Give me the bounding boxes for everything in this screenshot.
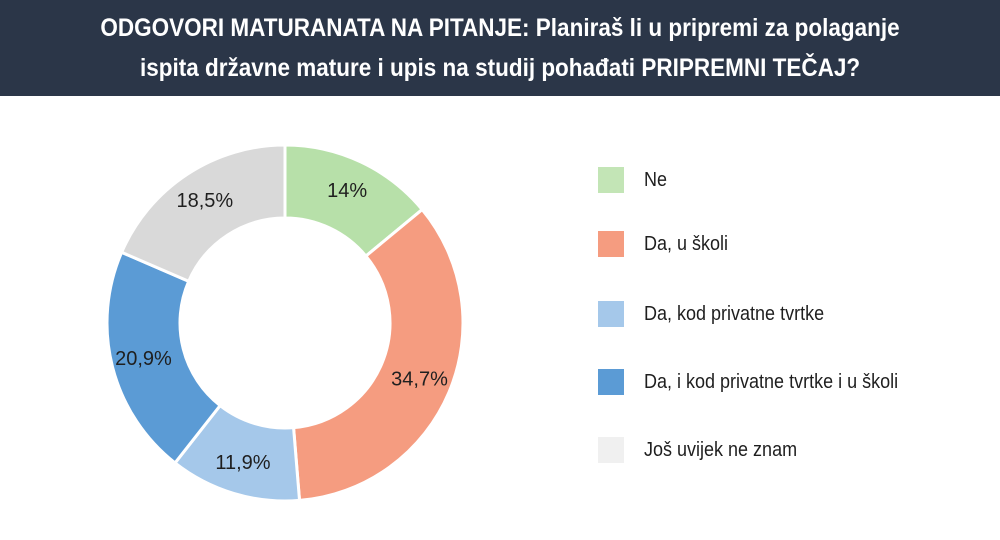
slice-label-ne: 14% xyxy=(327,180,367,202)
legend-swatch-da-kod-privatne-tvrtke xyxy=(598,301,624,327)
legend-swatch-jos-uvijek-ne-znam xyxy=(598,437,624,463)
header-bar: ODGOVORI MATURANATA NA PITANJE: Planiraš… xyxy=(0,0,1000,96)
slice-label-da-kod-privatne-tvrtke: 11,9% xyxy=(215,452,270,474)
title-line-2: ispita državne mature i upis na studij p… xyxy=(139,54,861,82)
legend-item-da-kod-privatne-tvrtke: Da, kod privatne tvrtke xyxy=(598,294,844,334)
legend-swatch-ne xyxy=(598,167,624,193)
legend-label-da-i-kod-privatne-tvrtke-i-u-skoli: Da, i kod privatne tvrtke i u školi xyxy=(644,370,899,393)
slice-label-da-u-skoli: 34,7% xyxy=(391,369,448,391)
legend-item-da-i-kod-privatne-tvrtke-i-u-skoli: Da, i kod privatne tvrtke i u školi xyxy=(598,362,926,402)
slice-label-jos-uvijek-ne-znam: 18,5% xyxy=(176,190,233,212)
legend-item-ne: Ne xyxy=(598,160,670,200)
legend-label-da-u-skoli: Da, u školi xyxy=(644,232,729,255)
legend-label-jos-uvijek-ne-znam: Još uvijek ne znam xyxy=(644,438,798,461)
legend-swatch-da-u-skoli xyxy=(598,231,624,257)
legend-item-jos-uvijek-ne-znam: Još uvijek ne znam xyxy=(598,430,814,470)
legend-item-da-u-skoli: Da, u školi xyxy=(598,224,737,264)
slice-da-u-skoli xyxy=(291,207,465,503)
slice-jos-uvijek-ne-znam xyxy=(119,143,287,284)
legend-label-da-kod-privatne-tvrtke: Da, kod privatne tvrtke xyxy=(644,302,825,325)
legend-label-ne: Ne xyxy=(644,168,668,191)
title-line-1: ODGOVORI MATURANATA NA PITANJE: Planiraš… xyxy=(100,14,900,42)
legend-swatch-da-i-kod-privatne-tvrtke-i-u-skoli xyxy=(598,369,624,395)
page-title: ODGOVORI MATURANATA NA PITANJE: Planiraš… xyxy=(88,8,912,88)
slice-da-i-kod-privatne-tvrtke-i-u-skoli xyxy=(105,250,223,466)
slice-label-da-i-kod-privatne-tvrtke-i-u-skoli: 20,9% xyxy=(115,348,172,370)
donut-chart: 14% 34,7% 11,9% 20,9% 18,5% xyxy=(105,143,465,503)
